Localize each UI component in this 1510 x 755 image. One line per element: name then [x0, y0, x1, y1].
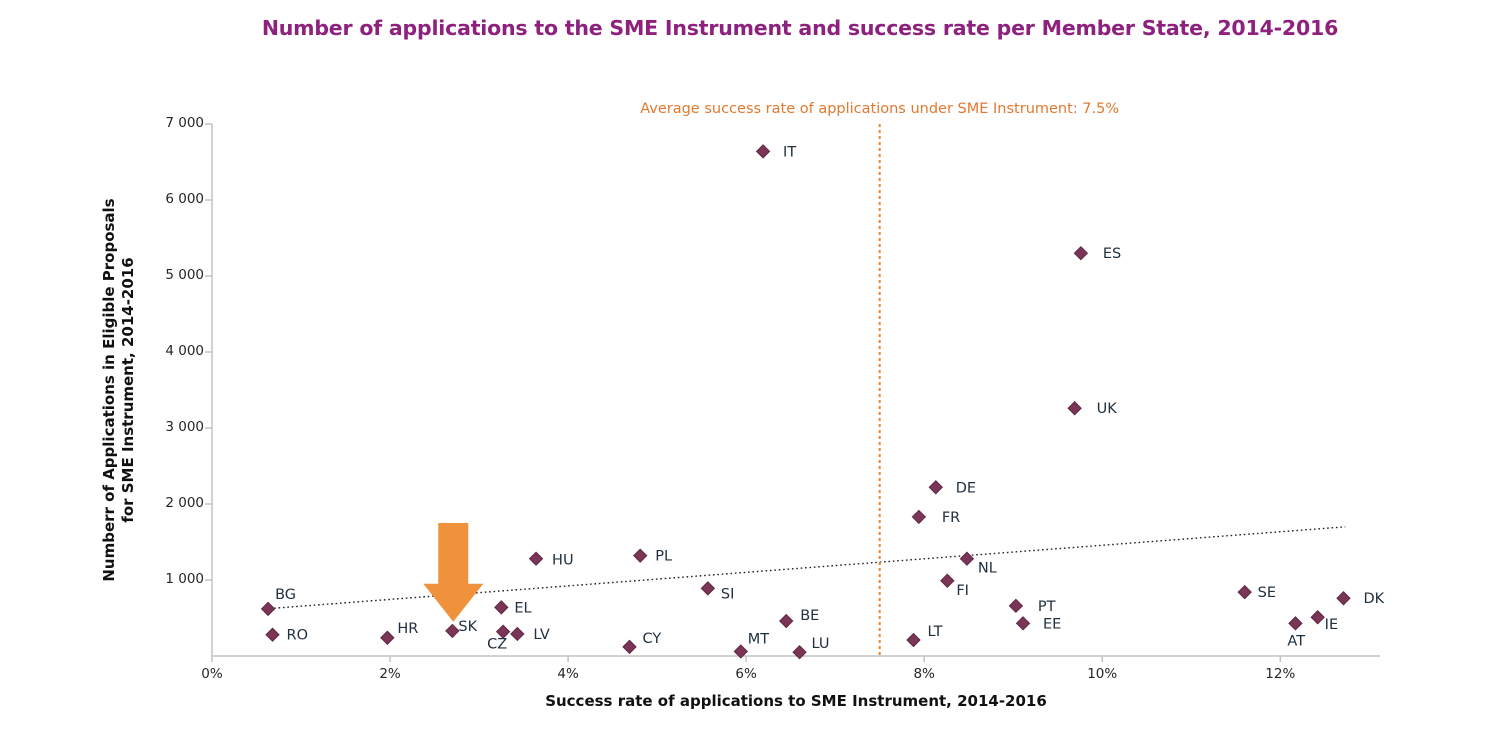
data-point-RO [265, 627, 280, 642]
data-point-label-DK: DK [1364, 591, 1385, 607]
data-point-label-ES: ES [1103, 246, 1121, 262]
y-tick-label-2000: 2 000 [165, 495, 204, 511]
data-point-label-MT: MT [748, 631, 770, 647]
data-point-PL [632, 548, 648, 563]
data-point-label-EL: EL [514, 600, 531, 616]
data-point-PT [1008, 598, 1024, 614]
data-point-label-HU: HU [552, 553, 574, 569]
data-point-label-SK: SK [458, 619, 477, 635]
data-point-label-RO: RO [287, 628, 309, 644]
data-point-NL [959, 551, 975, 566]
data-point-label-EE: EE [1043, 616, 1061, 632]
x-tick-label-10: 10% [1087, 666, 1118, 682]
data-point-label-HR: HR [397, 621, 418, 637]
data-point-label-LV: LV [533, 627, 549, 643]
data-point-FR [911, 509, 927, 525]
y-tick-label-7000: 7 000 [165, 115, 204, 131]
data-point-label-DE: DE [956, 480, 976, 496]
x-tick-label-6: 6% [735, 666, 757, 682]
data-point-label-AT: AT [1287, 633, 1305, 649]
data-point-label-CY: CY [643, 631, 662, 647]
highlight-arrow [423, 523, 484, 622]
data-point-DK [1336, 591, 1351, 606]
data-point-label-PL: PL [655, 549, 672, 565]
data-point-EL [494, 600, 509, 615]
data-point-SK [445, 623, 460, 639]
data-point-label-CZ: CZ [487, 637, 507, 653]
x-axis-title: Success rate of applications to SME Inst… [545, 692, 1047, 710]
data-point-DE [928, 480, 943, 495]
data-point-label-UK: UK [1097, 401, 1118, 417]
data-point-label-FR: FR [942, 510, 960, 526]
data-point-label-SI: SI [721, 586, 734, 602]
data-point-LT [906, 632, 921, 648]
y-tick-label-6000: 6 000 [165, 191, 204, 207]
data-point-UK [1067, 401, 1082, 416]
data-point-label-FI: FI [956, 583, 969, 599]
data-point-label-BE: BE [800, 608, 819, 624]
data-point-HR [380, 630, 395, 645]
data-point-BG [260, 601, 276, 617]
x-tick-label-2: 2% [379, 666, 401, 682]
x-tick-label-8: 8% [913, 666, 935, 682]
chart-title: Number of applications to the SME Instru… [261, 16, 1339, 40]
data-point-IE [1310, 610, 1325, 625]
data-point-IT [755, 144, 771, 159]
average-success-annotation: Average success rate of applications und… [640, 101, 1120, 117]
data-point-label-PT: PT [1038, 599, 1056, 615]
data-point-LV [510, 626, 525, 642]
data-point-HU [528, 551, 544, 566]
data-point-FI [940, 573, 955, 588]
data-point-label-LT: LT [928, 624, 943, 640]
x-tick-label-12: 12% [1265, 666, 1296, 682]
data-point-EE [1015, 616, 1031, 631]
y-tick-label-5000: 5 000 [165, 267, 204, 283]
data-point-LU [792, 644, 807, 660]
data-point-SE [1237, 584, 1252, 600]
y-tick-label-1000: 1 000 [165, 571, 204, 587]
data-point-label-IE: IE [1325, 617, 1338, 633]
data-point-BE [778, 613, 794, 629]
data-point-SI [700, 581, 716, 596]
x-tick-label-4: 4% [557, 666, 579, 682]
y-tick-label-3000: 3 000 [165, 419, 204, 435]
data-point-AT [1288, 616, 1303, 631]
data-point-ES [1073, 245, 1089, 261]
x-tick-label-0: 0% [201, 666, 223, 682]
data-point-CY [622, 639, 637, 655]
data-point-label-BG: BG [275, 587, 296, 603]
data-point-MT [733, 644, 749, 659]
data-point-CZ [495, 624, 511, 639]
trendline [265, 526, 1346, 610]
data-point-label-NL: NL [978, 561, 997, 577]
data-point-label-SE: SE [1258, 585, 1276, 601]
data-point-label-IT: IT [783, 144, 796, 160]
y-tick-label-4000: 4 000 [165, 343, 204, 359]
data-point-label-LU: LU [812, 636, 830, 652]
